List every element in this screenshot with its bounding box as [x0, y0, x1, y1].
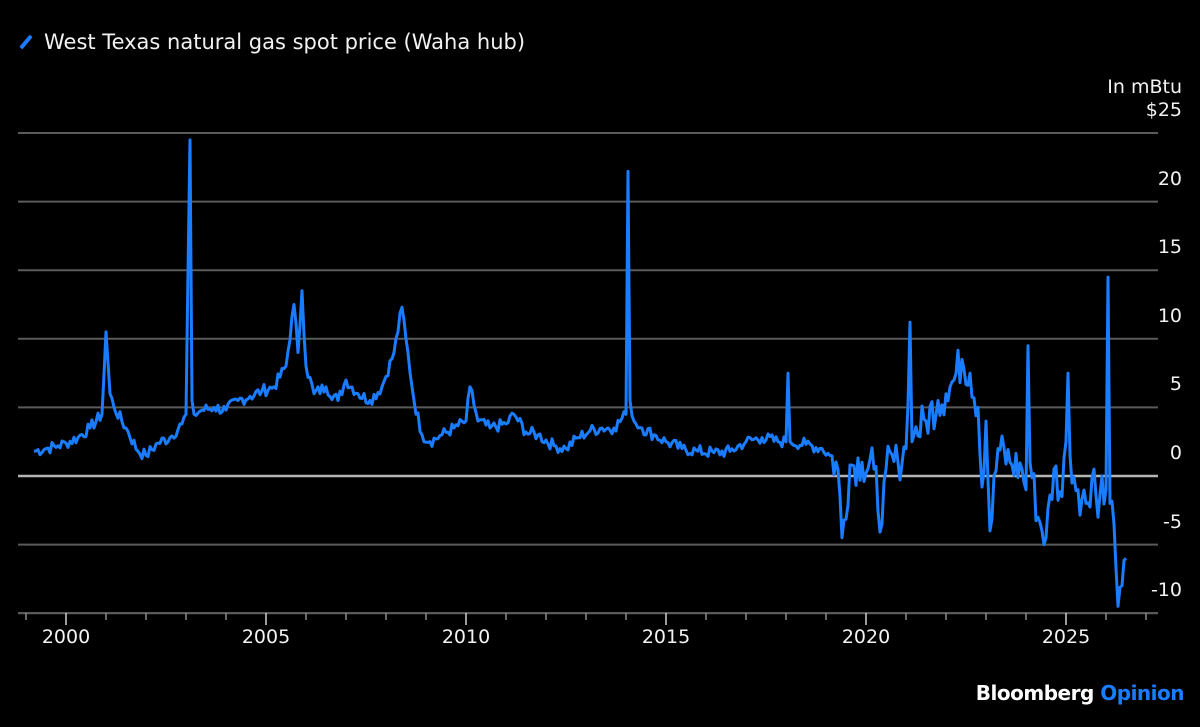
x-tick-label: 2010: [441, 626, 491, 648]
brand-name: Bloomberg: [975, 681, 1094, 705]
brand-section: Opinion: [1100, 681, 1184, 705]
x-axis-ticks: [25, 613, 1147, 625]
x-tick-label: 2020: [841, 626, 891, 648]
y-tick-label: 10: [1157, 304, 1182, 327]
y-tick-label: -5: [1163, 510, 1182, 533]
y-tick-label: $25: [1145, 99, 1182, 121]
price-series-line: [33, 138, 1128, 608]
legend-label: West Texas natural gas spot price (Waha …: [44, 30, 526, 54]
x-tick-label: 2000: [41, 626, 91, 648]
y-tick-label: 0: [1169, 442, 1182, 464]
bloomberg-opinion-logo: Bloomberg Opinion: [975, 681, 1185, 705]
x-tick-label: 2025: [1041, 626, 1091, 648]
x-tick-label: 2005: [241, 626, 291, 648]
chart-legend: West Texas natural gas spot price (Waha …: [18, 30, 525, 54]
x-tick-label: 2015: [641, 626, 691, 648]
y-tick-label: 5: [1169, 373, 1182, 396]
y-axis-unit-label: In mBtu: [1107, 76, 1182, 98]
y-tick-label: -10: [1150, 579, 1182, 602]
y-tick-label: 20: [1157, 167, 1182, 190]
y-tick-label: 15: [1157, 236, 1182, 259]
gridlines: [18, 132, 1158, 615]
